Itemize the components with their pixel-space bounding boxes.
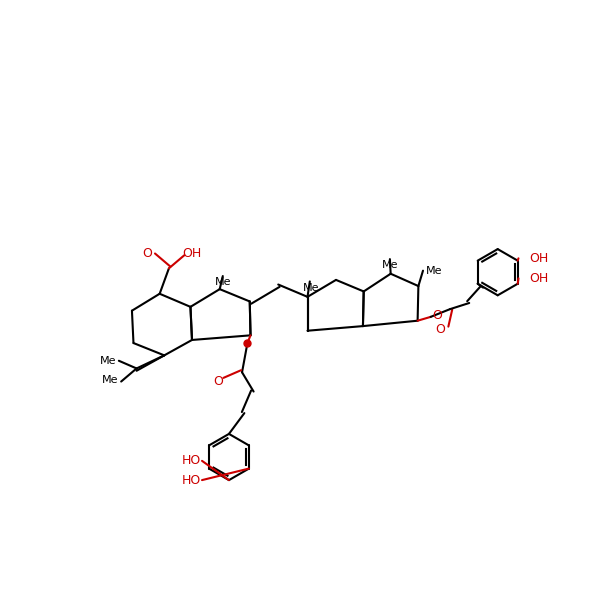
Text: HO: HO [182,473,201,487]
Text: Me: Me [425,266,442,275]
Text: Me: Me [102,375,119,385]
Text: O: O [142,247,152,260]
Text: O: O [435,323,445,335]
Text: Me: Me [100,356,116,366]
Text: Me: Me [382,260,398,270]
Text: HO: HO [182,454,201,467]
Text: Me: Me [215,277,231,287]
Text: O: O [432,309,442,322]
Text: O: O [213,375,223,388]
Text: OH: OH [529,252,548,265]
Text: OH: OH [529,272,548,285]
Text: Me: Me [303,283,320,293]
Text: OH: OH [182,247,202,260]
